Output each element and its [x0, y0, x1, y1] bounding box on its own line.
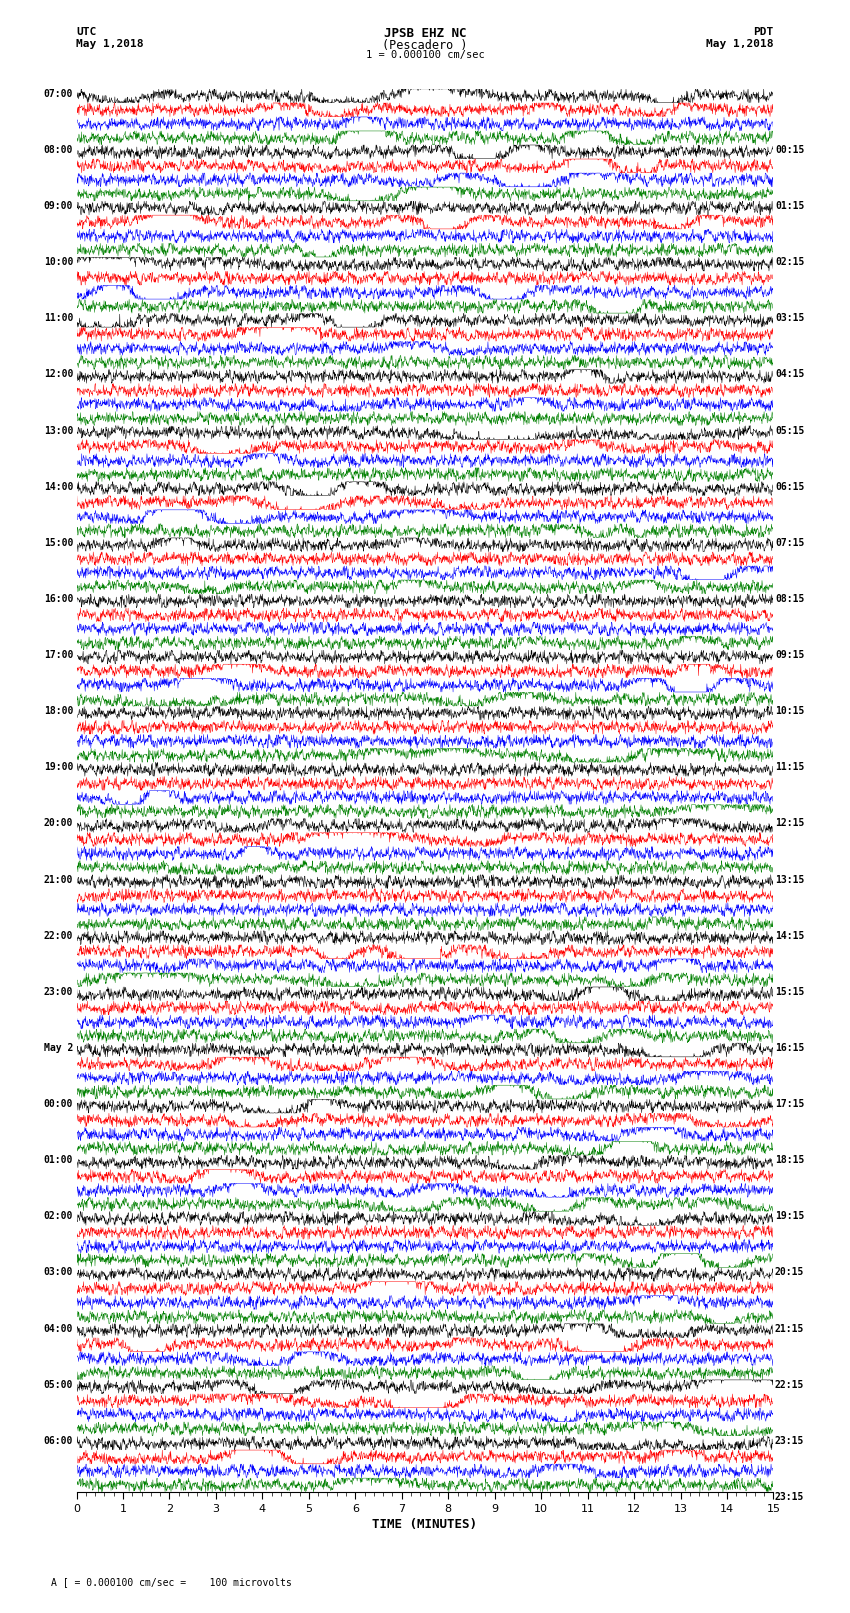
Text: 20:00: 20:00 [43, 818, 73, 829]
Text: 19:00: 19:00 [43, 763, 73, 773]
Text: 03:15: 03:15 [775, 313, 804, 323]
Text: 07:15: 07:15 [775, 537, 804, 548]
Text: 1 = 0.000100 cm/sec: 1 = 0.000100 cm/sec [366, 50, 484, 60]
Text: 13:15: 13:15 [775, 874, 804, 884]
Text: 21:15: 21:15 [775, 1324, 804, 1334]
Text: 01:15: 01:15 [775, 202, 804, 211]
Text: 02:00: 02:00 [43, 1211, 73, 1221]
Text: 23:00: 23:00 [43, 987, 73, 997]
Text: 15:15: 15:15 [775, 987, 804, 997]
Text: 11:00: 11:00 [43, 313, 73, 323]
Text: 00:00: 00:00 [43, 1098, 73, 1110]
Text: 11:15: 11:15 [775, 763, 804, 773]
Text: 05:15: 05:15 [775, 426, 804, 436]
Text: 04:00: 04:00 [43, 1324, 73, 1334]
Text: 22:15: 22:15 [775, 1379, 804, 1390]
Text: 18:00: 18:00 [43, 706, 73, 716]
Text: 21:00: 21:00 [43, 874, 73, 884]
Text: 13:00: 13:00 [43, 426, 73, 436]
Text: 17:00: 17:00 [43, 650, 73, 660]
Text: 06:00: 06:00 [43, 1436, 73, 1445]
Text: 08:00: 08:00 [43, 145, 73, 155]
Text: 08:15: 08:15 [775, 594, 804, 603]
Text: 04:15: 04:15 [775, 369, 804, 379]
Text: 05:00: 05:00 [43, 1379, 73, 1390]
Text: 06:15: 06:15 [775, 482, 804, 492]
Text: A [ = 0.000100 cm/sec =    100 microvolts: A [ = 0.000100 cm/sec = 100 microvolts [51, 1578, 292, 1587]
Text: 01:00: 01:00 [43, 1155, 73, 1165]
Text: 00:15: 00:15 [775, 145, 804, 155]
Text: 15:00: 15:00 [43, 537, 73, 548]
Text: 12:15: 12:15 [775, 818, 804, 829]
Text: PDT: PDT [753, 27, 774, 37]
Text: 19:15: 19:15 [775, 1211, 804, 1221]
Text: 03:00: 03:00 [43, 1268, 73, 1277]
Text: UTC: UTC [76, 27, 97, 37]
Text: 17:15: 17:15 [775, 1098, 804, 1110]
Text: JPSB EHZ NC: JPSB EHZ NC [383, 27, 467, 40]
Text: May 2: May 2 [43, 1044, 73, 1053]
Text: 23:15: 23:15 [775, 1492, 804, 1502]
Text: 07:00: 07:00 [43, 89, 73, 98]
Text: 16:15: 16:15 [775, 1044, 804, 1053]
Text: 09:00: 09:00 [43, 202, 73, 211]
Text: 22:00: 22:00 [43, 931, 73, 940]
Text: May 1,2018: May 1,2018 [706, 39, 774, 48]
Text: (Pescadero ): (Pescadero ) [382, 39, 468, 52]
Text: 14:00: 14:00 [43, 482, 73, 492]
Text: 12:00: 12:00 [43, 369, 73, 379]
Text: 09:15: 09:15 [775, 650, 804, 660]
Text: May 1,2018: May 1,2018 [76, 39, 144, 48]
Text: 23:15: 23:15 [775, 1436, 804, 1445]
Text: 10:00: 10:00 [43, 256, 73, 268]
Text: 02:15: 02:15 [775, 256, 804, 268]
Text: 16:00: 16:00 [43, 594, 73, 603]
Text: 20:15: 20:15 [775, 1268, 804, 1277]
Text: 14:15: 14:15 [775, 931, 804, 940]
Text: 10:15: 10:15 [775, 706, 804, 716]
X-axis label: TIME (MINUTES): TIME (MINUTES) [372, 1518, 478, 1531]
Text: 18:15: 18:15 [775, 1155, 804, 1165]
